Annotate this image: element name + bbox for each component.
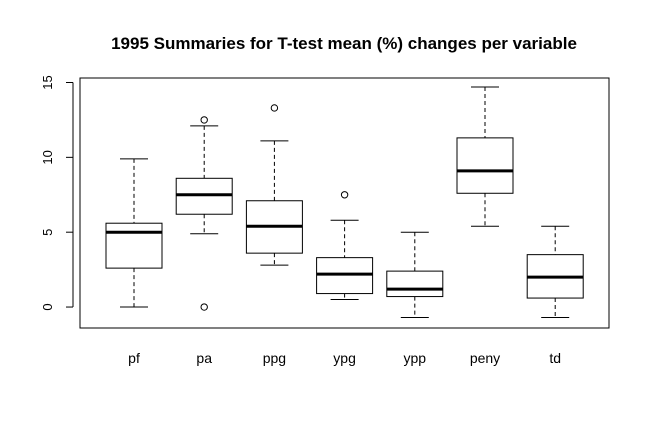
box-iqr [105, 222, 163, 269]
outlier-point [200, 116, 208, 124]
outlier-point [270, 104, 279, 112]
x-category-label: pf [128, 350, 140, 366]
x-axis-labels: pf pa ppg ypg ypp peny td [128, 350, 561, 366]
box-peny [456, 86, 514, 227]
x-category-label: ypp [404, 350, 427, 366]
box-ppg [245, 104, 303, 266]
x-category-label: peny [470, 350, 500, 366]
y-axis: 0 5 10 15 [40, 75, 74, 311]
x-category-label: td [549, 350, 561, 366]
chart-title: 1995 Summaries for T-test mean (%) chang… [111, 34, 577, 53]
x-category-label: ppg [263, 350, 286, 366]
box-pa [175, 116, 233, 311]
box-iqr [386, 270, 444, 298]
outlier-point [340, 191, 349, 199]
box-td [526, 225, 584, 319]
box-ypg [316, 191, 374, 301]
y-tick-label: 10 [40, 150, 55, 164]
plot-frame [79, 77, 610, 329]
box-ypp [386, 231, 444, 319]
x-category-label: pa [196, 350, 212, 366]
box-series [105, 86, 584, 319]
box-iqr [456, 137, 514, 194]
box-pf [105, 158, 163, 308]
y-tick-label: 0 [40, 303, 55, 310]
outlier-point [200, 303, 208, 311]
y-tick-label: 15 [40, 75, 55, 89]
x-category-label: ypg [333, 350, 356, 366]
y-tick-label: 5 [40, 229, 55, 236]
